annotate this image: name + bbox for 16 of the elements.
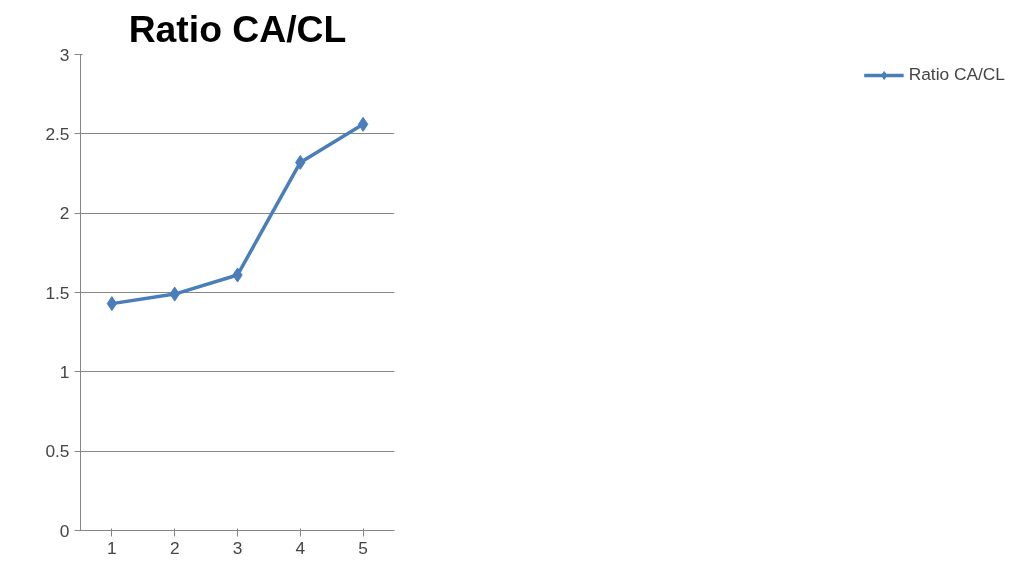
y-tick-label: 1 <box>59 361 70 382</box>
point <box>106 296 118 312</box>
y-tick-label: 0.5 <box>45 441 70 462</box>
y-tick-label: 0 <box>59 520 70 541</box>
y-tick-label: 3 <box>59 44 70 65</box>
y-tick-label: 2.5 <box>45 123 70 144</box>
y-tick-label: 1.5 <box>45 282 70 303</box>
x-tick-label: 5 <box>358 537 368 558</box>
x-tick-label: 2 <box>169 537 180 558</box>
x-tick-label: 4 <box>295 537 306 558</box>
x-tick-label: 3 <box>232 537 243 558</box>
x-tick-label: 1 <box>107 537 117 558</box>
chart-title: Ratio CA/CL <box>128 7 347 50</box>
point <box>357 116 369 132</box>
y-tick-label: 2 <box>59 203 70 224</box>
legend-label: Ratio CA/CL <box>908 64 1005 85</box>
